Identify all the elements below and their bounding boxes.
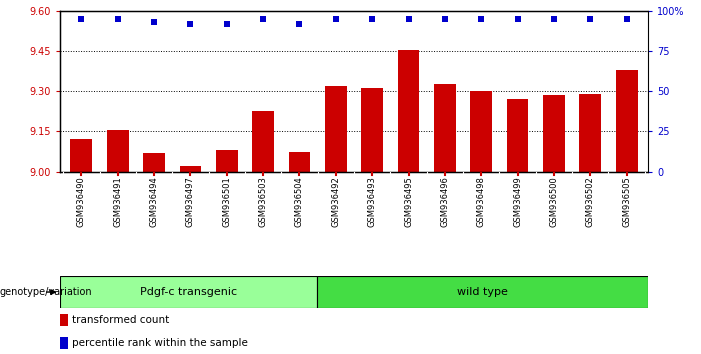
Bar bbox=[317, 276, 648, 308]
Bar bbox=[60, 337, 68, 349]
Bar bbox=[71, 139, 93, 172]
Text: genotype/variation: genotype/variation bbox=[0, 287, 93, 297]
Text: GSM936495: GSM936495 bbox=[404, 176, 413, 227]
Bar bbox=[361, 88, 383, 172]
Point bbox=[403, 16, 414, 22]
Bar bbox=[60, 314, 68, 326]
Text: Pdgf-c transgenic: Pdgf-c transgenic bbox=[139, 287, 237, 297]
Point bbox=[257, 16, 268, 22]
Text: transformed count: transformed count bbox=[72, 315, 169, 325]
Text: GSM936502: GSM936502 bbox=[586, 176, 594, 227]
Text: GSM936491: GSM936491 bbox=[114, 176, 122, 227]
Text: GSM936500: GSM936500 bbox=[550, 176, 559, 227]
Point bbox=[367, 16, 378, 22]
Text: GSM936492: GSM936492 bbox=[332, 176, 340, 227]
Bar bbox=[507, 99, 529, 172]
Bar bbox=[107, 130, 129, 172]
Point bbox=[548, 16, 559, 22]
Bar bbox=[579, 94, 601, 172]
Text: percentile rank within the sample: percentile rank within the sample bbox=[72, 338, 247, 348]
Bar bbox=[289, 152, 311, 172]
Point bbox=[76, 16, 87, 22]
Bar bbox=[543, 95, 565, 172]
Text: GSM936493: GSM936493 bbox=[368, 176, 376, 227]
Point bbox=[621, 16, 632, 22]
Text: GSM936494: GSM936494 bbox=[149, 176, 158, 227]
Text: GSM936490: GSM936490 bbox=[77, 176, 86, 227]
Text: GSM936505: GSM936505 bbox=[622, 176, 631, 227]
Text: GSM936496: GSM936496 bbox=[440, 176, 449, 227]
Point bbox=[112, 16, 123, 22]
Bar bbox=[397, 50, 419, 172]
Bar bbox=[60, 276, 317, 308]
Bar bbox=[434, 85, 456, 172]
Point bbox=[475, 16, 486, 22]
Bar bbox=[615, 70, 637, 172]
Point bbox=[149, 19, 160, 25]
Point bbox=[222, 21, 233, 26]
Bar bbox=[216, 150, 238, 172]
Point bbox=[330, 16, 341, 22]
Text: wild type: wild type bbox=[457, 287, 508, 297]
Point bbox=[440, 16, 451, 22]
Text: GSM936501: GSM936501 bbox=[222, 176, 231, 227]
Bar bbox=[325, 86, 347, 172]
Text: GSM936503: GSM936503 bbox=[259, 176, 268, 227]
Point bbox=[294, 21, 305, 26]
Text: GSM936498: GSM936498 bbox=[477, 176, 486, 227]
Text: GSM936497: GSM936497 bbox=[186, 176, 195, 227]
Point bbox=[185, 21, 196, 26]
Text: GSM936504: GSM936504 bbox=[295, 176, 304, 227]
Point bbox=[512, 16, 523, 22]
Bar bbox=[252, 111, 274, 172]
Text: GSM936499: GSM936499 bbox=[513, 176, 522, 227]
Bar bbox=[143, 153, 165, 172]
Bar bbox=[179, 166, 201, 172]
Point bbox=[585, 16, 596, 22]
Bar bbox=[470, 91, 492, 172]
